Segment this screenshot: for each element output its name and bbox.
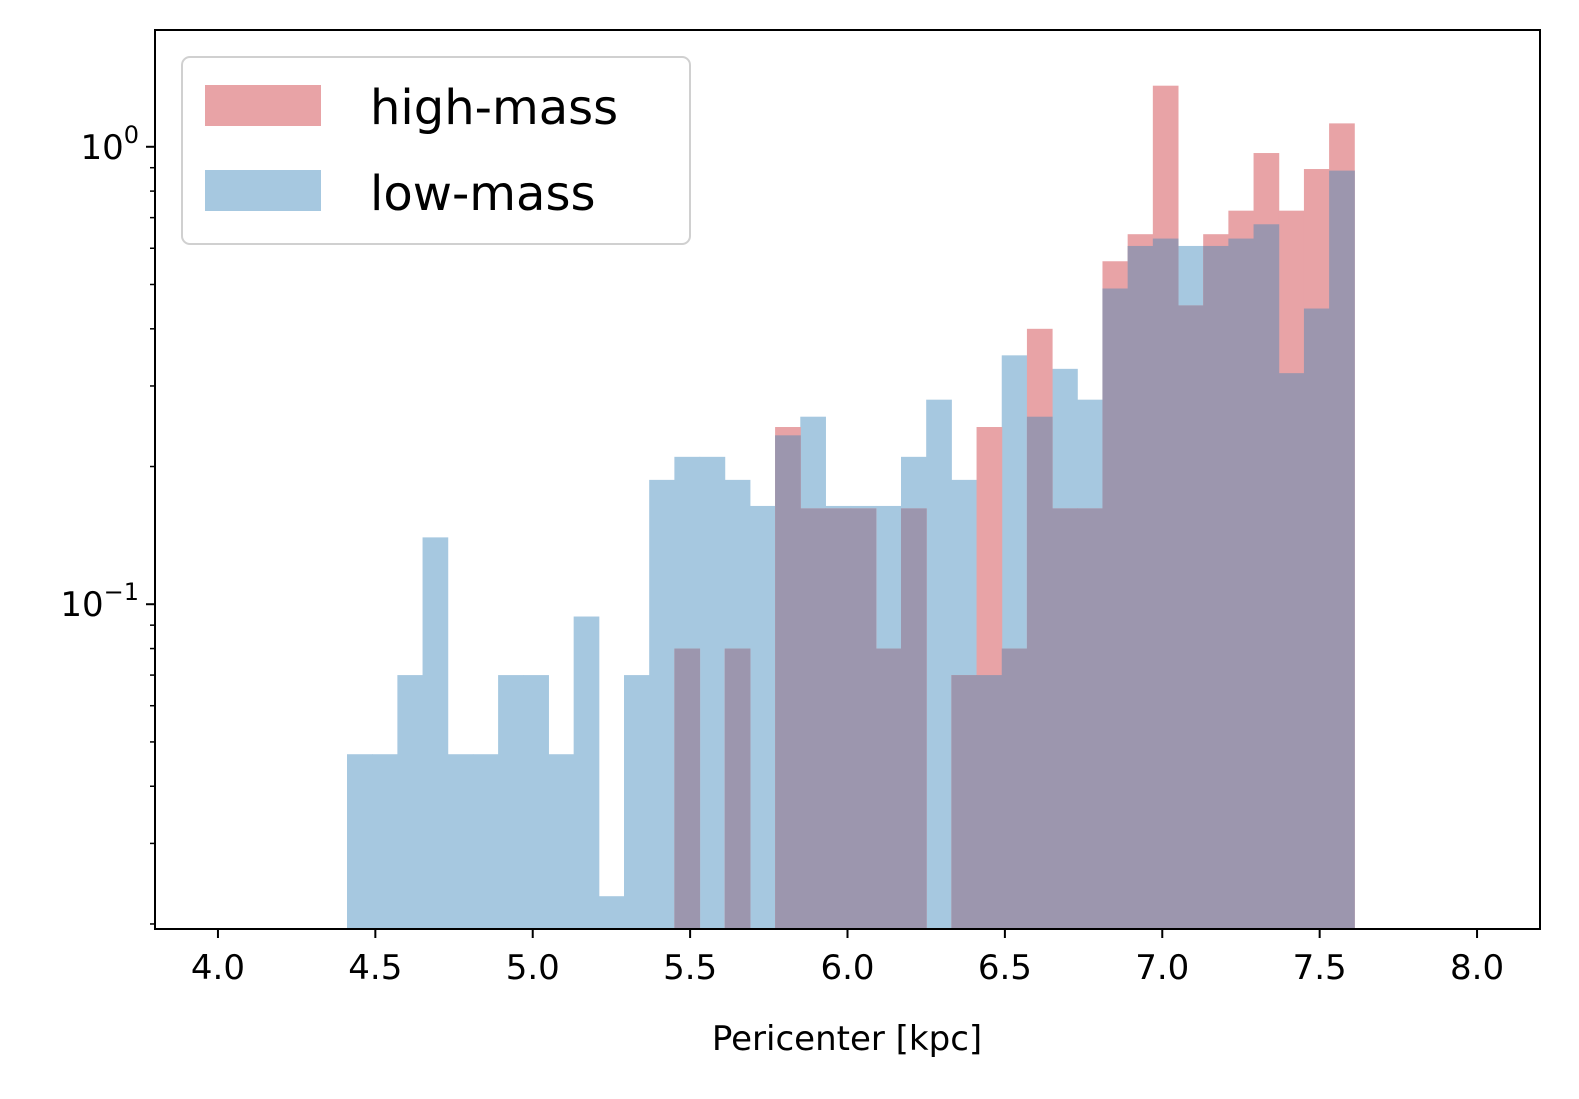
overlap-bar <box>1102 288 1129 929</box>
x-tick-label: 5.0 <box>506 948 560 988</box>
x-tick-label: 7.5 <box>1293 948 1347 988</box>
x-tick-label: 6.0 <box>820 948 874 988</box>
low-mass-bar <box>624 675 650 929</box>
legend-swatch-high-mass <box>205 85 321 126</box>
x-tick-label: 6.5 <box>978 948 1032 988</box>
x-tick-label: 8.0 <box>1450 948 1504 988</box>
overlap-bar <box>901 508 927 929</box>
x-tick-label: 5.5 <box>663 948 717 988</box>
legend: high-mass low-mass <box>181 56 691 245</box>
overlap-bar <box>724 648 751 929</box>
x-axis-label: Pericenter [kpc] <box>712 1019 982 1059</box>
x-tick-label: 4.5 <box>348 948 402 988</box>
x-axis-ticks: 4.0 4.5 5.0 5.5 6.0 6.5 7.0 7.5 8.0 <box>191 929 1504 988</box>
overlap-bar <box>1329 170 1355 929</box>
overlap-bar <box>775 435 801 929</box>
y-tick-label: 100 <box>80 121 139 168</box>
y-tick-label: 10−1 <box>60 578 139 625</box>
overlap-bar <box>1178 305 1204 929</box>
overlap-bar <box>951 675 978 929</box>
y-axis-ticks: 100 10−1 <box>60 121 155 925</box>
overlap-bar <box>1303 308 1330 930</box>
overlap-bars <box>674 170 1355 930</box>
low-mass-bar <box>347 754 373 929</box>
x-tick-label: 7.0 <box>1135 948 1189 988</box>
overlap-bar <box>1052 508 1078 929</box>
low-mass-bar <box>926 399 952 930</box>
low-mass-bar <box>649 479 675 929</box>
legend-swatch-low-mass <box>205 170 321 211</box>
overlap-bar <box>800 508 826 929</box>
overlap-bar <box>1127 245 1154 929</box>
overlap-bar <box>1278 373 1305 929</box>
x-tick-label: 4.0 <box>191 948 245 988</box>
low-mass-bar <box>749 505 776 929</box>
low-mass-bar <box>573 616 600 929</box>
overlap-bar <box>850 508 877 929</box>
low-mass-bar <box>523 675 549 929</box>
low-mass-bar <box>447 754 474 929</box>
overlap-bar <box>875 648 902 929</box>
legend-label-low-mass: low-mass <box>370 166 595 222</box>
low-mass-bar <box>472 754 499 929</box>
overlap-bar <box>1253 224 1280 929</box>
low-mass-bar <box>372 754 398 929</box>
low-mass-bar <box>422 537 449 929</box>
low-mass-bar <box>498 675 524 929</box>
overlap-bar <box>976 675 1003 929</box>
overlap-bar <box>1152 238 1179 929</box>
overlap-bar <box>1203 245 1229 929</box>
low-mass-bar <box>598 896 625 929</box>
low-mass-bar <box>397 675 424 929</box>
overlap-bar <box>1077 508 1103 929</box>
low-mass-bar <box>548 754 575 929</box>
overlap-bar <box>1228 238 1255 929</box>
overlap-bar <box>1026 416 1053 930</box>
low-mass-bar <box>699 456 726 929</box>
legend-label-high-mass: high-mass <box>370 80 618 136</box>
overlap-bar <box>1001 648 1028 929</box>
overlap-bar <box>674 648 701 929</box>
overlap-bar <box>825 508 852 929</box>
